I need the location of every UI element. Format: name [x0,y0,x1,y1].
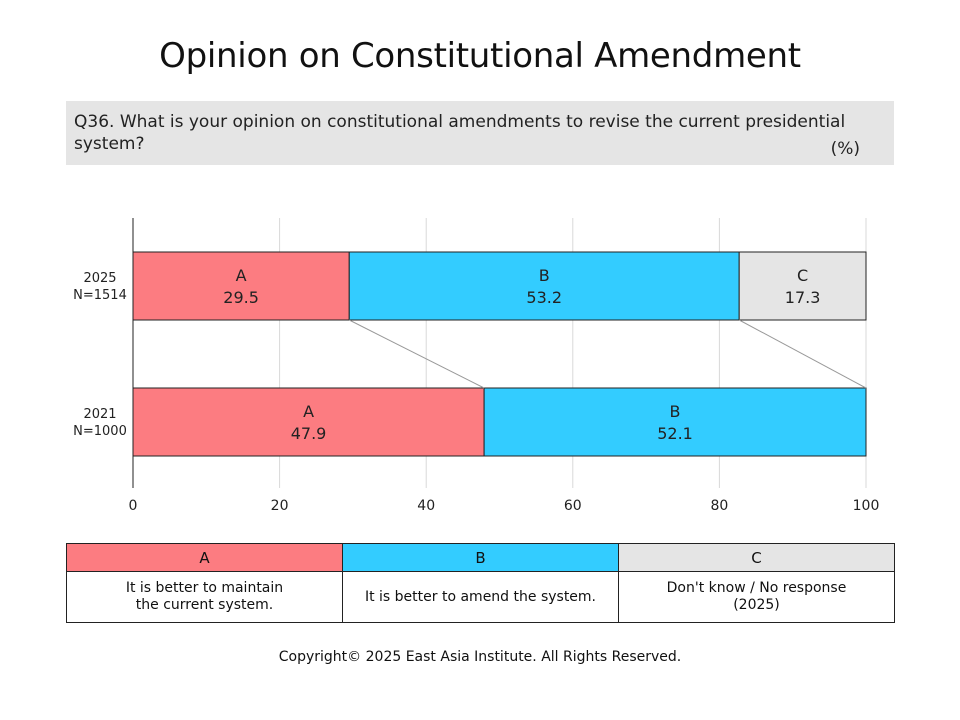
category-label-2021: 2021 [83,407,116,422]
x-tick-label-0: 0 [129,498,138,514]
bar-2021-A [132,387,485,457]
x-tick-label-80: 80 [710,498,728,514]
bar-label-2021-A: A [303,402,314,421]
x-tick-label-20: 20 [271,498,289,514]
bar-label-2025-A: A [236,266,247,285]
legend-header-c: C [618,543,895,572]
category-label-2025: 2025 [83,271,116,286]
legend-desc-a: It is better to maintain the current sys… [66,571,343,623]
x-tick-label-60: 60 [564,498,582,514]
bar-value-2025-A: 29.5 [223,288,259,307]
legend-desc-c-line2: (2025) [733,597,780,613]
x-tick-label-100: 100 [853,498,880,514]
x-tick-label-40: 40 [417,498,435,514]
legend-desc-c: Don't know / No response (2025) [618,571,895,623]
bar-label-2021-B: B [670,402,681,421]
legend-header-b: B [342,543,619,572]
legend-desc-a-line2: the current system. [135,597,274,613]
legend-desc-b-line1: It is better to amend the system. [364,588,597,605]
legend-description-row: It is better to maintain the current sys… [66,571,895,623]
question-text: Q36. What is your opinion on constitutio… [74,112,846,154]
bar-2025-C [738,251,867,321]
category-n-2025: N=1514 [73,288,127,303]
bar-value-2021-B: 52.1 [657,424,693,443]
legend-table: A B C It is better to maintain the curre… [66,543,895,623]
question-box: Q36. What is your opinion on constitutio… [66,101,894,165]
bar-2025-A [132,251,350,321]
category-n-2021: N=1000 [73,424,127,439]
copyright-text: Copyright© 2025 East Asia Institute. All… [278,649,682,665]
bar-value-2025-C: 17.3 [785,288,821,307]
stacked-bar-chart: 0 20 40 60 80 100 A 29.5 B 53.2 C 17.3 2025 N=1514 A 47… [73,218,880,514]
chart-title: Opinion on Constitutional Amendment [159,36,801,76]
bar-value-2021-A: 47.9 [291,424,327,443]
legend-desc-a-line1: It is better to maintain [125,580,284,596]
connector-line-0 [349,319,485,389]
bar-label-2025-B: B [539,266,550,285]
unit-label: (%) [830,139,860,159]
bar-label-2025-C: C [797,266,808,285]
bar-2025-B [348,251,740,321]
legend-desc-b: It is better to amend the system. [342,571,619,623]
legend-header-a: A [66,543,343,572]
connector-line-1 [738,319,867,389]
bar-value-2025-B: 53.2 [526,288,562,307]
legend-desc-c-line1: Don't know / No response [666,580,847,596]
legend-header-row: A B C [66,543,895,572]
bar-2021-B [483,387,867,457]
